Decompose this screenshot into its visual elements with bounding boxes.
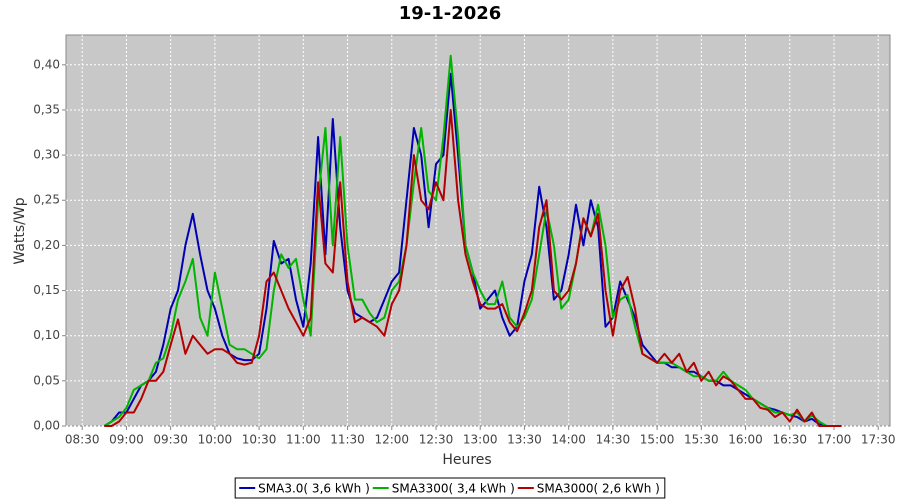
x-tick-label: 15:00 [640,433,675,447]
y-tick-label: 0,30 [33,148,60,162]
x-tick-label: 14:30 [596,433,631,447]
y-tick-label: 0,00 [33,419,60,433]
plot-area [65,34,891,427]
x-tick-label: 16:00 [728,433,763,447]
x-tick-label: 08:30 [65,433,100,447]
legend-label: SMA3.0( 3,6 kWh ) [258,482,370,496]
legend: SMA3.0( 3,6 kWh ) SMA3300( 3,4 kWh ) SMA30… [234,477,666,499]
x-axis-label: Heures [442,452,491,468]
x-tick-label: 09:30 [153,433,188,447]
x-tick-label: 13:30 [507,433,542,447]
x-tick-label: 15:30 [684,433,719,447]
x-tick-label: 17:30 [861,433,896,447]
series-line [103,54,842,427]
y-tick-label: 0,25 [33,193,60,207]
x-tick-label: 16:30 [772,433,807,447]
y-tick-label: 0,20 [33,238,60,252]
x-tick-label: 10:00 [198,433,233,447]
x-tick-label: 10:30 [242,433,277,447]
x-tick-label: 12:30 [419,433,454,447]
y-tick-label: 0,40 [33,57,60,71]
x-tick-label: 11:30 [330,433,365,447]
legend-label: SMA3000( 2,6 kWh ) [537,482,660,496]
y-axis-label: Watts/Wp [12,197,28,264]
legend-box [234,477,666,499]
chart-title: 19-1-2026 [399,3,502,24]
x-tick-label: 09:00 [109,433,144,447]
series-line [104,108,842,427]
x-tick-label: 13:00 [463,433,498,447]
x-tick-label: 17:00 [817,433,852,447]
y-tick-label: 0,10 [33,328,60,342]
y-tick-label: 0,15 [33,283,60,297]
x-tick-label: 14:00 [551,433,586,447]
legend-label: SMA3300( 3,4 kWh ) [392,482,515,496]
y-tick-label: 0,35 [33,102,60,116]
x-tick-label: 12:00 [374,433,409,447]
y-tick-label: 0,05 [33,373,60,387]
x-tick-label: 11:00 [286,433,321,447]
